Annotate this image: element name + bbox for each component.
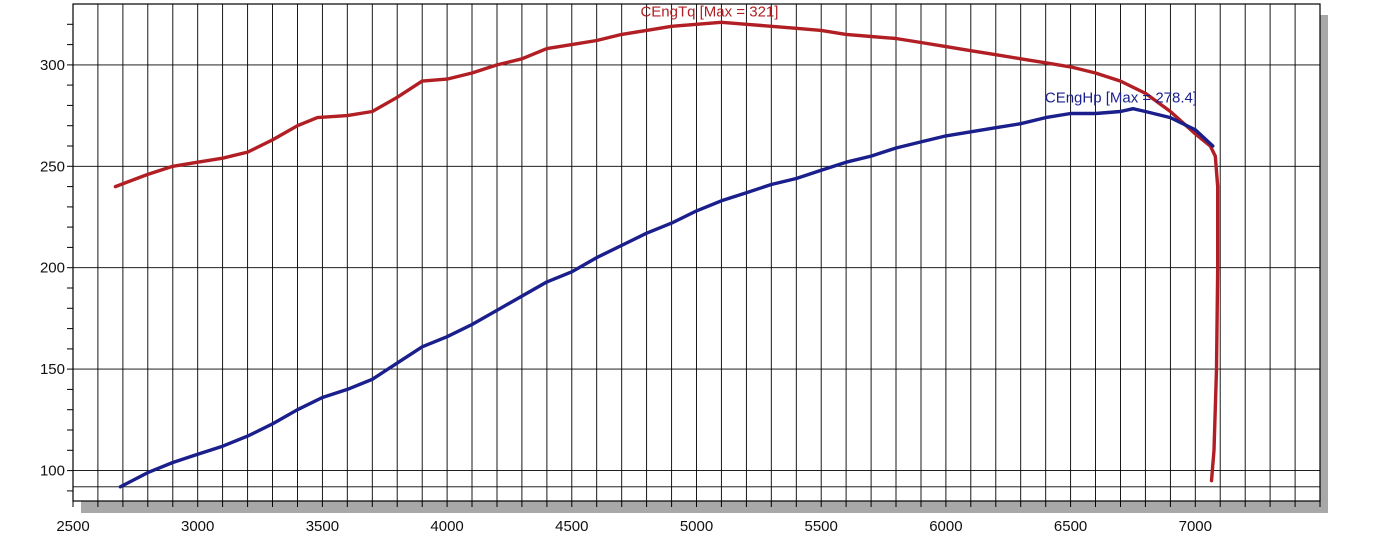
y-tick-label: 100 (40, 463, 65, 480)
y-tick-label: 300 (40, 57, 65, 74)
x-tick-label: 5500 (805, 518, 838, 535)
x-tick-label: 7000 (1179, 518, 1212, 535)
minor-grid (97, 4, 1296, 501)
x-axis-ticks: 2500 3000 3500 4000 4500 5000 5500 6000 6500 7000 (56, 501, 1321, 535)
series-layer (113, 20, 1220, 489)
x-tick-label: 3500 (306, 518, 339, 535)
x-tick-label: 4000 (430, 518, 463, 535)
x-tick-label: 4500 (555, 518, 588, 535)
y-tick-label: 200 (40, 260, 65, 277)
y-axis-ticks: 100 150 200 250 300 (40, 23, 73, 492)
series-line-cenghp (118, 106, 1215, 489)
series-labels: CEngTq [Max = 321] CEngHp [Max = 278.4] (640, 3, 1197, 106)
x-tick-label: 6500 (1054, 518, 1087, 535)
x-tick-label: 5000 (680, 518, 713, 535)
x-tick-label: 6000 (929, 518, 962, 535)
series-line-cengtq (113, 20, 1220, 483)
series-label-cengtq: CEngTq [Max = 321] (640, 3, 778, 20)
y-tick-label: 150 (40, 361, 65, 378)
y-tick-label: 250 (40, 158, 65, 175)
x-tick-label: 2500 (56, 518, 89, 535)
series-label-cenghp: CEngHp [Max = 278.4] (1045, 90, 1197, 107)
major-grid (73, 64, 1320, 488)
x-tick-label: 3000 (181, 518, 214, 535)
